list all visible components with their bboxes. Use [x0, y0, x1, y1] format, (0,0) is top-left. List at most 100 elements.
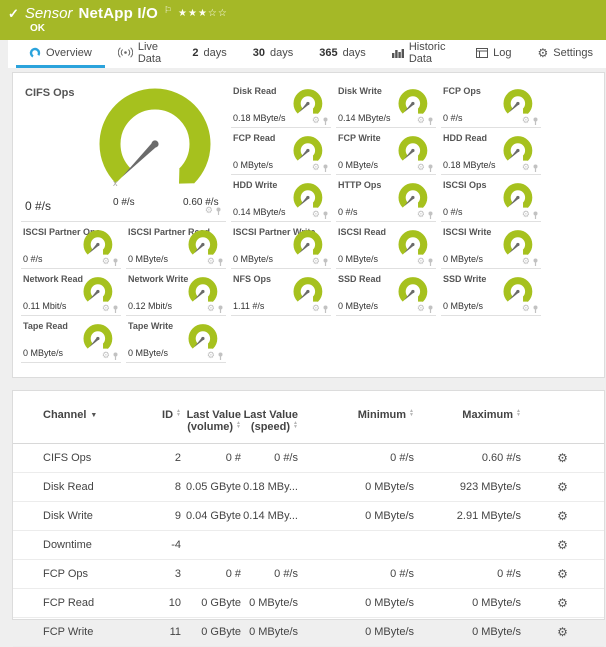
- gauge-tile[interactable]: SSD Write 0 MByte/s ⚙: [441, 269, 541, 316]
- tab-live-data[interactable]: Live Data: [105, 40, 179, 68]
- tile-gear-icon[interactable]: ⚙: [311, 162, 320, 172]
- tile-pin-icon[interactable]: [322, 211, 329, 219]
- channel-settings-gear-icon[interactable]: ⚙: [557, 538, 568, 552]
- tab-historic-data[interactable]: Historic Data: [379, 40, 463, 68]
- tile-gear-icon[interactable]: ⚙: [311, 256, 320, 266]
- gauge-tile[interactable]: HDD Read 0.18 MByte/s ⚙: [441, 128, 541, 175]
- priority-stars[interactable]: ★★★☆☆: [178, 8, 228, 19]
- tile-pin-icon[interactable]: [217, 258, 224, 266]
- header-last-value-volume[interactable]: Last Value (volume): [181, 391, 241, 444]
- header-maximum[interactable]: Maximum: [414, 391, 521, 444]
- tab-30-days[interactable]: 30 days: [252, 46, 294, 59]
- gauge-tile[interactable]: Disk Read 0.18 MByte/s ⚙: [231, 81, 331, 128]
- channel-row[interactable]: Disk Read 8 0.05 GByte 0.18 MBy... 0 MBy…: [13, 472, 604, 502]
- gauge-tile[interactable]: FCP Write 0 MByte/s ⚙: [336, 128, 436, 175]
- tile-gear-icon[interactable]: ⚙: [101, 303, 110, 313]
- tile-pin-icon[interactable]: [427, 117, 434, 125]
- tile-pin-icon[interactable]: [427, 211, 434, 219]
- gauge-tile[interactable]: HTTP Ops 0 #/s ⚙: [336, 175, 436, 222]
- gauge-tile[interactable]: Network Read 0.11 Mbit/s ⚙: [21, 269, 121, 316]
- tab-log[interactable]: Log: [463, 40, 524, 68]
- tile-gear-icon[interactable]: ⚙: [416, 162, 425, 172]
- channel-settings-gear-icon[interactable]: ⚙: [557, 567, 568, 581]
- gauge-tile[interactable]: ISCSI Partner Ops 0 #/s ⚙: [21, 222, 121, 269]
- tile-gear-icon[interactable]: ⚙: [101, 256, 110, 266]
- tile-gear-icon[interactable]: ⚙: [521, 303, 530, 313]
- tile-pin-icon[interactable]: [112, 305, 119, 313]
- channel-settings-gear-icon[interactable]: ⚙: [557, 480, 568, 494]
- tab-overview[interactable]: Overview: [16, 40, 105, 68]
- header-id[interactable]: ID: [133, 391, 181, 444]
- channel-settings-gear-icon[interactable]: ⚙: [557, 509, 568, 523]
- tile-gear-icon[interactable]: ⚙: [206, 256, 215, 266]
- gauge-tile[interactable]: Tape Write 0 MByte/s ⚙: [126, 316, 226, 363]
- tile-gear-icon[interactable]: ⚙: [521, 209, 530, 219]
- gauge-tile[interactable]: ISCSI Partner Read 0 MByte/s ⚙: [126, 222, 226, 269]
- channel-settings-gear-icon[interactable]: ⚙: [557, 625, 568, 639]
- tile-pin-icon[interactable]: [427, 164, 434, 172]
- tab-settings[interactable]: ⚙ Settings: [524, 40, 606, 68]
- tile-pin-icon[interactable]: [532, 117, 539, 125]
- gauge-tile[interactable]: ISCSI Partner Write 0 MByte/s ⚙: [231, 222, 331, 269]
- gauge-min-marker: x: [113, 178, 118, 188]
- tile-gear-icon[interactable]: ⚙: [521, 115, 530, 125]
- tile-pin-icon[interactable]: [217, 352, 224, 360]
- gauge-tile[interactable]: HDD Write 0.14 MByte/s ⚙: [231, 175, 331, 222]
- gauge-tile[interactable]: ISCSI Read 0 MByte/s ⚙: [336, 222, 436, 269]
- tile-pin-icon[interactable]: [532, 258, 539, 266]
- channel-settings-gear-icon[interactable]: ⚙: [557, 596, 568, 610]
- header-channel[interactable]: Channel: [13, 391, 133, 444]
- tile-pin-icon[interactable]: [322, 258, 329, 266]
- header-last-value-speed[interactable]: Last Value (speed): [241, 391, 298, 444]
- gauge-tile[interactable]: SSD Read 0 MByte/s ⚙: [336, 269, 436, 316]
- gauge-label: SSD Read: [338, 274, 382, 284]
- tile-gear-icon[interactable]: ⚙: [416, 256, 425, 266]
- flag-icon[interactable]: ⚐: [163, 5, 173, 15]
- tile-pin-icon[interactable]: [427, 258, 434, 266]
- tile-pin-icon[interactable]: [532, 164, 539, 172]
- tile-gear-icon[interactable]: ⚙: [311, 115, 320, 125]
- tile-pin-icon[interactable]: [322, 117, 329, 125]
- tile-pin-icon[interactable]: [427, 305, 434, 313]
- tile-pin-icon[interactable]: [322, 164, 329, 172]
- gauge-tile[interactable]: Disk Write 0.14 MByte/s ⚙: [336, 81, 436, 128]
- tile-pin-icon[interactable]: [532, 211, 539, 219]
- tile-pin-icon[interactable]: [532, 305, 539, 313]
- gauge-tile-primary[interactable]: CIFS Ops x 0 #/s 0.60 #/s 0 #/s ⚙: [21, 81, 226, 222]
- tile-gear-icon[interactable]: ⚙: [206, 303, 215, 313]
- tile-gear-icon[interactable]: ⚙: [311, 303, 320, 313]
- gauge-current-value: 0.18 MByte/s: [233, 113, 286, 123]
- tab-2-days[interactable]: 2 days: [192, 46, 227, 59]
- tile-pin-icon[interactable]: [112, 258, 119, 266]
- tile-pin-icon[interactable]: [215, 207, 222, 215]
- channel-row[interactable]: FCP Write 11 0 GByte 0 MByte/s 0 MByte/s…: [13, 617, 604, 647]
- tile-pin-icon[interactable]: [217, 305, 224, 313]
- tile-gear-icon[interactable]: ⚙: [204, 205, 213, 215]
- gauge-tile[interactable]: FCP Ops 0 #/s ⚙: [441, 81, 541, 128]
- gauge-tile[interactable]: NFS Ops 1.11 #/s ⚙: [231, 269, 331, 316]
- channel-row[interactable]: FCP Ops 3 0 # 0 #/s 0 #/s 0 #/s ⚙: [13, 559, 604, 589]
- tile-gear-icon[interactable]: ⚙: [101, 350, 110, 360]
- tile-pin-icon[interactable]: [322, 305, 329, 313]
- gauge-tile[interactable]: ISCSI Write 0 MByte/s ⚙: [441, 222, 541, 269]
- gauge-tile[interactable]: ISCSI Ops 0 #/s ⚙: [441, 175, 541, 222]
- tile-gear-icon[interactable]: ⚙: [521, 256, 530, 266]
- tile-pin-icon[interactable]: [112, 352, 119, 360]
- tab-label: Live Data: [137, 40, 162, 65]
- gauge-tile[interactable]: Tape Read 0 MByte/s ⚙: [21, 316, 121, 363]
- gauge-tile[interactable]: Network Write 0.12 Mbit/s ⚙: [126, 269, 226, 316]
- channel-row[interactable]: Disk Write 9 0.04 GByte 0.14 MBy... 0 MB…: [13, 501, 604, 531]
- gauge-tile[interactable]: FCP Read 0 MByte/s ⚙: [231, 128, 331, 175]
- tab-365-days[interactable]: 365 days: [319, 46, 366, 59]
- channel-row[interactable]: CIFS Ops 2 0 # 0 #/s 0 #/s 0.60 #/s ⚙: [13, 443, 604, 473]
- channel-row[interactable]: Downtime -4 ⚙: [13, 530, 604, 560]
- tile-gear-icon[interactable]: ⚙: [416, 303, 425, 313]
- tile-gear-icon[interactable]: ⚙: [521, 162, 530, 172]
- tile-gear-icon[interactable]: ⚙: [416, 209, 425, 219]
- header-minimum[interactable]: Minimum: [298, 391, 414, 444]
- channel-row[interactable]: FCP Read 10 0 GByte 0 MByte/s 0 MByte/s …: [13, 588, 604, 618]
- tile-gear-icon[interactable]: ⚙: [206, 350, 215, 360]
- tile-gear-icon[interactable]: ⚙: [311, 209, 320, 219]
- tile-gear-icon[interactable]: ⚙: [416, 115, 425, 125]
- channel-settings-gear-icon[interactable]: ⚙: [557, 451, 568, 465]
